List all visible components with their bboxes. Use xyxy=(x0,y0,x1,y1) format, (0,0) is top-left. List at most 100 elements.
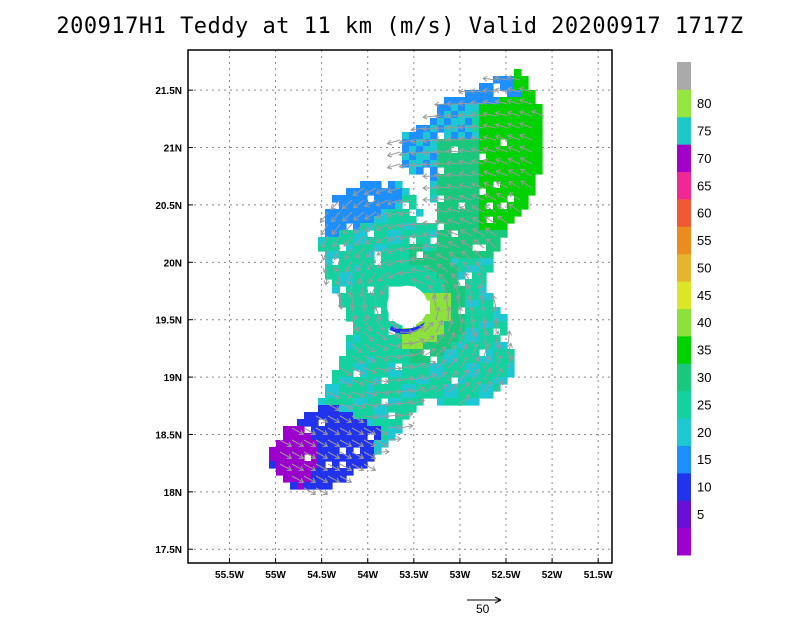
wind-vector xyxy=(507,342,513,357)
wind-speed-cell xyxy=(346,195,354,203)
wind-speed-cell xyxy=(451,237,459,245)
wind-speed-cell xyxy=(416,279,424,287)
wind-speed-cell xyxy=(493,125,501,133)
wind-speed-cell xyxy=(318,426,326,434)
wind-speed-cell xyxy=(479,272,487,280)
wind-vector xyxy=(451,272,461,285)
x-tick-label: 53.5W xyxy=(399,570,428,581)
wind-speed-cell xyxy=(367,349,375,357)
wind-speed-cell xyxy=(437,328,445,336)
wind-vector xyxy=(434,137,449,143)
wind-speed-cell xyxy=(458,265,466,273)
wind-speed-cell xyxy=(311,461,319,469)
wind-speed-cell xyxy=(465,104,473,112)
wind-speed-cell xyxy=(395,251,403,259)
wind-vector xyxy=(425,275,437,285)
x-tick-label: 52.5W xyxy=(492,570,521,581)
wind-vector xyxy=(279,451,293,459)
wind-speed-cell xyxy=(276,454,284,462)
wind-vector xyxy=(349,295,356,310)
wind-speed-cell xyxy=(521,104,529,112)
wind-speed-cell xyxy=(423,146,431,154)
wind-speed-cell xyxy=(458,181,466,189)
wind-speed-cell xyxy=(276,461,284,469)
wind-speed-cell xyxy=(367,384,375,392)
wind-vector xyxy=(495,181,509,189)
wind-vector xyxy=(334,259,341,274)
wind-vector xyxy=(519,145,533,153)
wind-vector xyxy=(303,487,317,495)
wind-speed-cell xyxy=(458,258,466,266)
x-tick-label: 54W xyxy=(357,570,378,581)
wind-speed-cell xyxy=(507,139,515,147)
wind-vector xyxy=(471,355,480,369)
wind-speed-cell xyxy=(486,195,494,203)
wind-speed-cell xyxy=(437,363,445,371)
wind-vector xyxy=(422,161,437,168)
wind-speed-cell xyxy=(430,265,438,273)
y-tick-label: 17.5N xyxy=(155,545,182,556)
wind-speed-cell xyxy=(353,195,361,203)
wind-speed-cell xyxy=(367,412,375,420)
wind-speed-cell xyxy=(535,118,543,126)
wind-speed-cell xyxy=(500,328,508,336)
wind-vector xyxy=(339,427,353,435)
wind-vector xyxy=(448,252,461,261)
wind-speed-cell xyxy=(353,188,361,196)
wind-speed-cell xyxy=(486,307,494,315)
wind-speed-cell xyxy=(367,244,375,252)
wind-speed-cell xyxy=(360,356,368,364)
wind-speed-cell xyxy=(479,321,487,329)
wind-vector xyxy=(495,157,509,165)
wind-speed-cell xyxy=(451,244,459,252)
wind-speed-cell xyxy=(423,384,431,392)
wind-speed-cell xyxy=(395,384,403,392)
wind-vector xyxy=(464,272,473,285)
wind-vector xyxy=(386,187,401,194)
wind-speed-cell xyxy=(332,468,340,476)
wind-speed-cell xyxy=(521,153,529,161)
wind-speed-cell xyxy=(535,111,543,119)
wind-speed-cell xyxy=(388,398,396,406)
wind-speed-cell xyxy=(290,440,298,448)
wind-speed-cell xyxy=(493,230,501,238)
wind-vector xyxy=(330,211,341,223)
wind-speed-cell xyxy=(339,300,347,308)
wind-vector xyxy=(496,215,509,225)
wind-vector xyxy=(291,463,305,471)
wind-speed-cell xyxy=(451,223,459,231)
wind-speed-cell xyxy=(318,468,326,476)
wind-speed-cell xyxy=(444,132,452,140)
wind-speed-cell xyxy=(381,433,389,441)
eye-rim-band xyxy=(389,321,426,334)
wind-speed-cell xyxy=(500,76,508,84)
wind-speed-cell xyxy=(472,391,480,399)
wind-speed-cell xyxy=(346,230,354,238)
wind-vector xyxy=(458,135,473,142)
wind-speed-cell xyxy=(409,391,417,399)
wind-speed-cell xyxy=(395,412,403,420)
wind-speed-cell xyxy=(493,307,501,315)
colorbar-label: 40 xyxy=(697,315,711,330)
wind-speed-cell xyxy=(514,118,522,126)
wind-speed-cell xyxy=(486,314,494,322)
wind-vector xyxy=(380,283,389,296)
wind-speed-cell xyxy=(437,265,445,273)
wind-speed-cell xyxy=(367,419,375,427)
wind-speed-cell xyxy=(458,167,466,175)
wind-speed-cell xyxy=(374,279,382,287)
wind-speed-cell xyxy=(486,90,494,98)
wind-speed-cell xyxy=(339,258,347,266)
wind-speed-cell xyxy=(290,447,298,455)
wind-vector xyxy=(447,383,459,393)
wind-speed-cell xyxy=(493,153,501,161)
wind-speed-cell xyxy=(325,412,333,420)
colorbar-label: 65 xyxy=(697,178,711,193)
wind-speed-cell xyxy=(325,244,333,252)
wind-speed-cell xyxy=(465,153,473,161)
wind-speed-cell xyxy=(486,125,494,133)
wind-speed-cell xyxy=(479,167,487,175)
wind-speed-cell xyxy=(304,433,312,441)
wind-vector xyxy=(327,475,341,483)
wind-speed-cell xyxy=(367,251,375,259)
